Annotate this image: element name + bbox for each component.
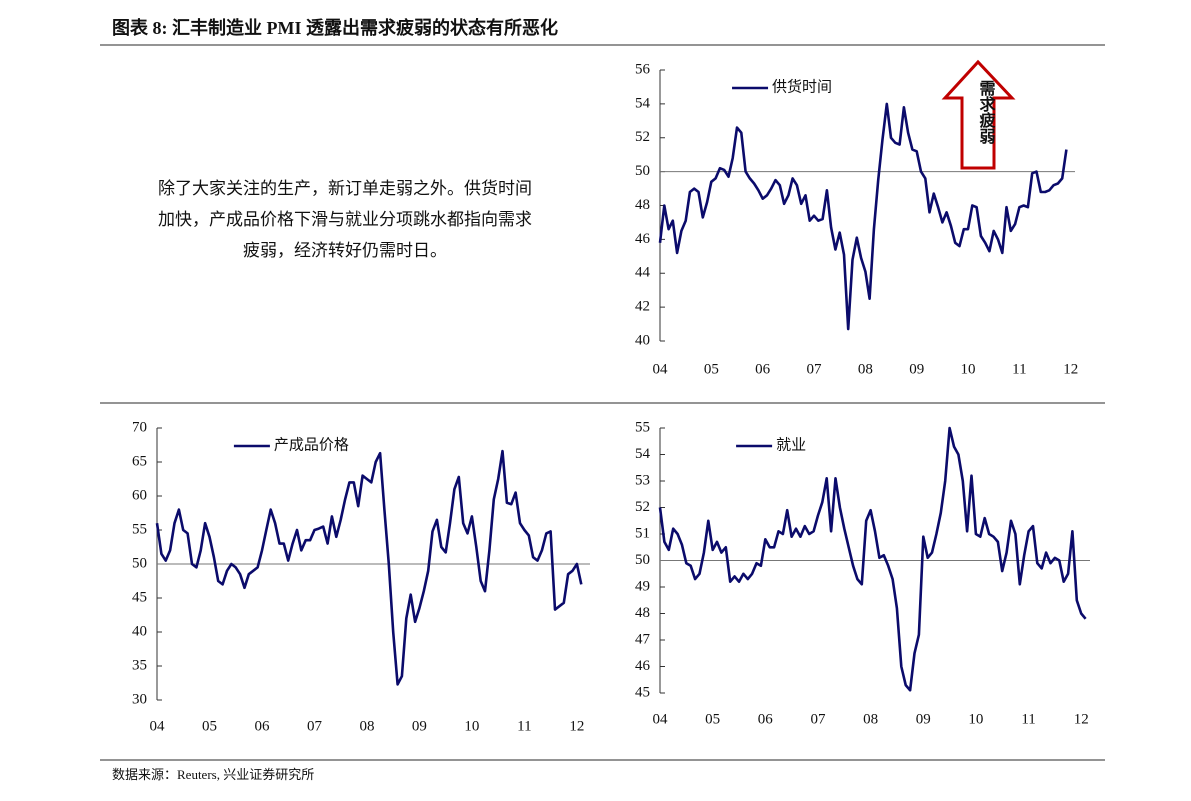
x-tick-label: 06 — [758, 711, 774, 727]
y-tick-label: 47 — [635, 631, 651, 647]
y-tick-label: 60 — [132, 487, 147, 503]
x-tick-label: 11 — [1012, 361, 1026, 377]
x-tick-label: 09 — [916, 711, 931, 727]
x-tick-label: 08 — [858, 361, 873, 377]
legend-label: 供货时间 — [772, 78, 832, 95]
x-tick-label: 05 — [705, 711, 720, 727]
y-tick-label: 46 — [635, 231, 651, 247]
x-tick-label: 10 — [968, 711, 983, 727]
page-title: 图表 8: 汇丰制造业 PMI 透露出需求疲弱的状态有所恶化 — [112, 17, 558, 38]
y-tick-label: 42 — [635, 299, 650, 315]
y-tick-label: 54 — [635, 446, 651, 462]
x-tick-label: 12 — [569, 718, 584, 734]
y-tick-label: 44 — [635, 265, 651, 281]
y-tick-label: 56 — [635, 61, 651, 77]
legend-label: 就业 — [776, 436, 806, 453]
y-tick-label: 48 — [635, 197, 650, 213]
x-tick-label: 09 — [909, 361, 924, 377]
x-tick-label: 07 — [307, 718, 323, 734]
annotation: 需求疲弱 — [977, 79, 996, 145]
x-tick-label: 12 — [1063, 361, 1078, 377]
body-text: 加快，产成品价格下滑与就业分项跳水都指向需求 — [158, 210, 532, 229]
y-tick-label: 50 — [635, 163, 650, 179]
series-line — [658, 102, 1068, 331]
x-tick-label: 05 — [202, 718, 217, 734]
y-tick-label: 51 — [635, 525, 650, 541]
body-text: 疲弱，经济转好仍需时日。 — [243, 241, 447, 260]
y-tick-label: 53 — [635, 472, 650, 488]
x-tick-label: 10 — [961, 361, 976, 377]
x-tick-label: 04 — [150, 718, 166, 734]
x-tick-label: 05 — [704, 361, 719, 377]
x-tick-label: 07 — [810, 711, 826, 727]
x-tick-label: 11 — [517, 718, 531, 734]
x-tick-label: 08 — [863, 711, 878, 727]
legend-label: 产成品价格 — [274, 436, 349, 453]
series-line — [155, 449, 583, 686]
y-tick-label: 55 — [635, 419, 650, 435]
y-tick-label: 40 — [132, 623, 147, 639]
y-tick-label: 65 — [132, 453, 147, 469]
y-tick-label: 46 — [635, 658, 651, 674]
y-tick-label: 49 — [635, 578, 650, 594]
y-tick-label: 35 — [132, 657, 147, 673]
y-tick-label: 45 — [132, 589, 147, 605]
x-tick-label: 06 — [254, 718, 270, 734]
x-tick-label: 12 — [1074, 711, 1089, 727]
x-tick-label: 09 — [412, 718, 427, 734]
y-tick-label: 70 — [132, 419, 147, 435]
x-tick-label: 11 — [1021, 711, 1035, 727]
y-tick-label: 50 — [132, 555, 147, 571]
x-tick-label: 07 — [807, 361, 823, 377]
series-line — [658, 426, 1087, 692]
source: 数据来源：Reuters, 兴业证券研究所 — [112, 767, 314, 782]
x-tick-label: 10 — [464, 718, 479, 734]
y-tick-label: 30 — [132, 691, 147, 707]
x-tick-label: 04 — [653, 361, 669, 377]
y-tick-label: 40 — [635, 332, 650, 348]
y-tick-label: 50 — [635, 552, 650, 568]
y-tick-label: 52 — [635, 129, 650, 145]
y-tick-label: 55 — [132, 521, 147, 537]
y-tick-label: 52 — [635, 499, 650, 515]
x-tick-label: 04 — [653, 711, 669, 727]
x-tick-label: 08 — [359, 718, 374, 734]
body-text: 除了大家关注的生产，新订单走弱之外。供货时间 — [158, 179, 532, 198]
y-tick-label: 45 — [635, 684, 650, 700]
y-tick-label: 48 — [635, 605, 650, 621]
y-tick-label: 54 — [635, 95, 651, 111]
x-tick-label: 06 — [755, 361, 771, 377]
arrow — [941, 59, 1016, 170]
